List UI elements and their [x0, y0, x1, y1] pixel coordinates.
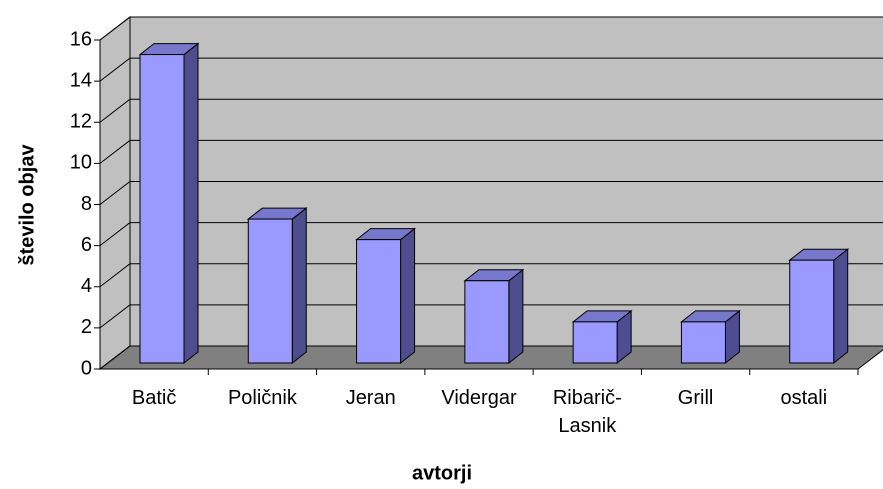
bar [789, 259, 835, 364]
y-tick-label: 12 [70, 111, 92, 133]
bar [572, 321, 618, 364]
grid-line [99, 98, 883, 123]
y-tick-label: 0 [81, 357, 92, 379]
bar [680, 321, 726, 364]
x-tick-label: Jeran [345, 387, 396, 409]
x-tick-label: Poličnik [227, 387, 297, 409]
y-tick-label: 16 [70, 28, 92, 50]
grid-line [99, 222, 883, 247]
y-tick-label: 14 [70, 69, 92, 91]
bar-side [400, 227, 416, 365]
bar [139, 54, 185, 364]
x-axis-title: avtorji [412, 462, 472, 484]
x-tick-label: Ribarič-Lasnik [552, 387, 622, 437]
grid-line [99, 181, 883, 205]
grid-line [99, 57, 883, 82]
grid-line [99, 304, 883, 329]
grid-line [99, 16, 883, 41]
grid-line [99, 139, 883, 164]
bar [464, 280, 510, 364]
x-tick-label: ostali [780, 387, 828, 409]
bar-side [291, 207, 307, 365]
grid-line [99, 345, 883, 370]
x-tick-label: Grill [677, 387, 714, 409]
y-tick-label: 6 [81, 234, 92, 256]
x-tick-label: Vidergar [441, 387, 517, 409]
bar [356, 239, 402, 364]
x-tick-label: Batič [131, 387, 177, 409]
plot-area [94, 15, 883, 375]
bar-side [183, 42, 199, 365]
y-tick-label: 8 [81, 193, 92, 215]
bar [247, 218, 293, 364]
bar-side [508, 268, 524, 365]
y-tick-label: 4 [81, 275, 92, 297]
grid-line [99, 263, 883, 288]
y-tick-label: 10 [70, 152, 92, 174]
bar-side [833, 248, 849, 365]
y-axis-title: število objav [16, 144, 38, 266]
y-tick-label: 2 [81, 316, 92, 338]
